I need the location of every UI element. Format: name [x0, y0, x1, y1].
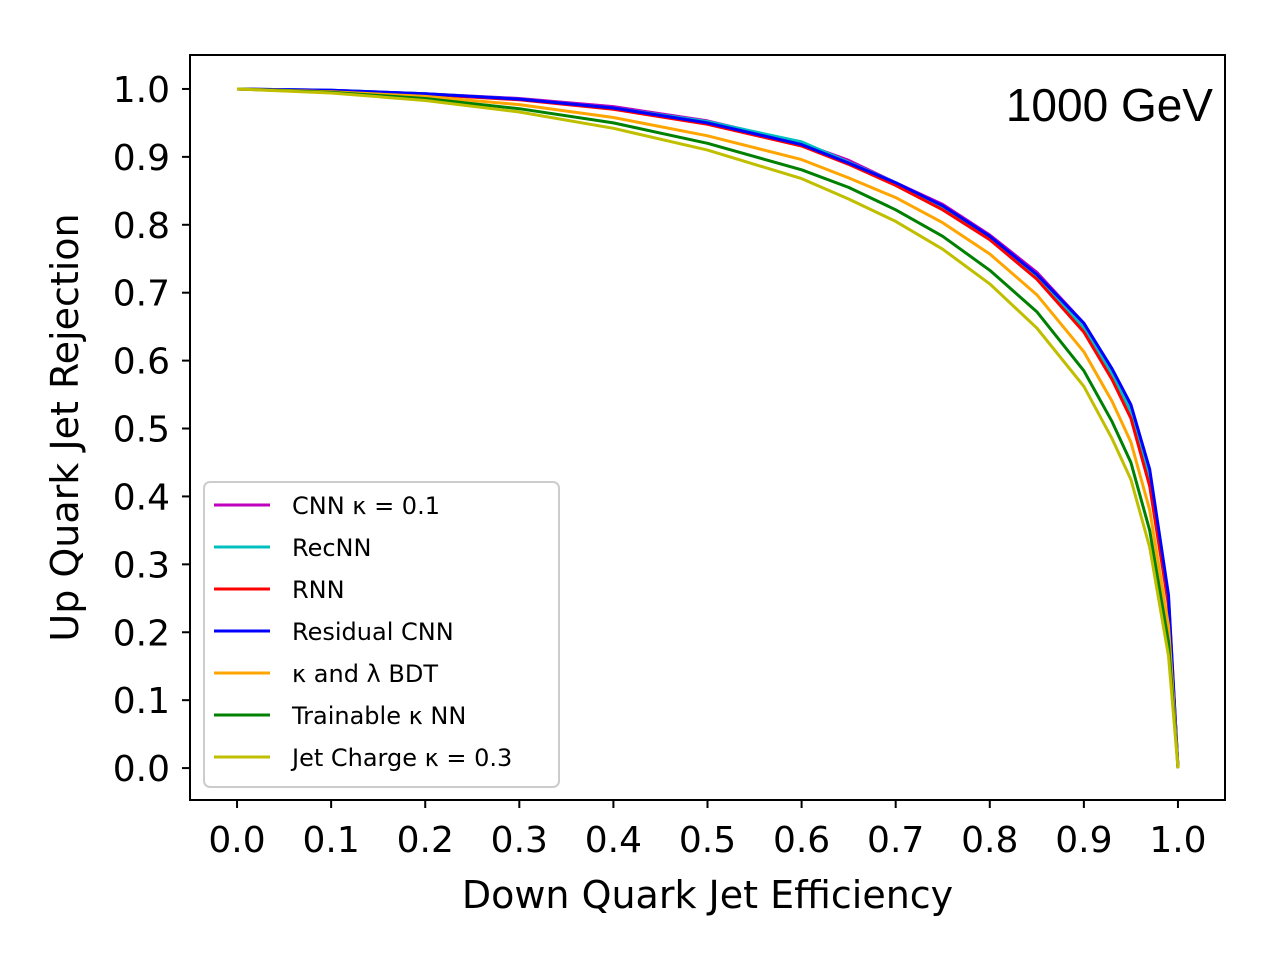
y-tick-label: 0.9: [113, 138, 170, 179]
legend-label: κ and λ BDT: [292, 660, 438, 688]
y-tick-label: 0.1: [113, 681, 170, 722]
x-tick-label: 0.4: [585, 820, 642, 861]
x-tick-label: 0.0: [208, 820, 265, 861]
x-tick-label: 0.1: [303, 820, 360, 861]
y-axis-label: Up Quark Jet Rejection: [43, 213, 87, 641]
legend: CNN κ = 0.1 RecNN RNN Residual CNN κ and λ B…: [203, 481, 560, 788]
y-tick-label: 0.4: [113, 477, 170, 518]
series-layer: [236, 87, 1180, 769]
x-tick-label: 0.2: [397, 820, 454, 861]
y-tick-label: 0.5: [113, 410, 170, 451]
x-tick-label: 0.6: [773, 820, 830, 861]
legend-label: Jet Charge κ = 0.3: [290, 744, 512, 772]
legend-label: Residual CNN: [292, 618, 454, 646]
x-tick-label: 0.9: [1055, 820, 1112, 861]
x-tick-label: 0.5: [679, 820, 736, 861]
series-line-4: [236, 87, 1180, 769]
legend-label: RNN: [292, 576, 345, 604]
energy-annotation: 1000 GeV: [1006, 79, 1213, 131]
y-tick-label: 0.0: [113, 749, 170, 790]
y-tick-label: 0.7: [113, 274, 170, 315]
x-tick-label: 0.7: [867, 820, 924, 861]
y-tick-label: 0.8: [113, 206, 170, 247]
x-tick-label: 0.8: [961, 820, 1018, 861]
legend-label: CNN κ = 0.1: [292, 492, 440, 520]
legend-label: RecNN: [292, 534, 371, 562]
x-axis: 0.0 0.1 0.2 0.3 0.4 0.5 0.6 0.7 0.8 0.9 1.0: [208, 800, 1207, 861]
x-tick-label: 0.3: [491, 820, 548, 861]
x-tick-label: 1.0: [1149, 820, 1206, 861]
y-tick-label: 1.0: [113, 70, 170, 111]
y-axis: 0.0 0.1 0.2 0.3 0.4 0.5 0.6 0.7 0.8 0.9 1.0: [113, 70, 190, 790]
legend-label: Trainable κ NN: [291, 702, 466, 730]
y-tick-label: 0.2: [113, 613, 170, 654]
y-tick-label: 0.3: [113, 545, 170, 586]
series-line-6: [236, 87, 1180, 769]
y-tick-label: 0.6: [113, 342, 170, 383]
series-line-5: [236, 87, 1180, 769]
series-line-3: [236, 87, 1180, 769]
legend-frame: [203, 481, 560, 788]
x-axis-label: Down Quark Jet Efficiency: [462, 873, 953, 917]
